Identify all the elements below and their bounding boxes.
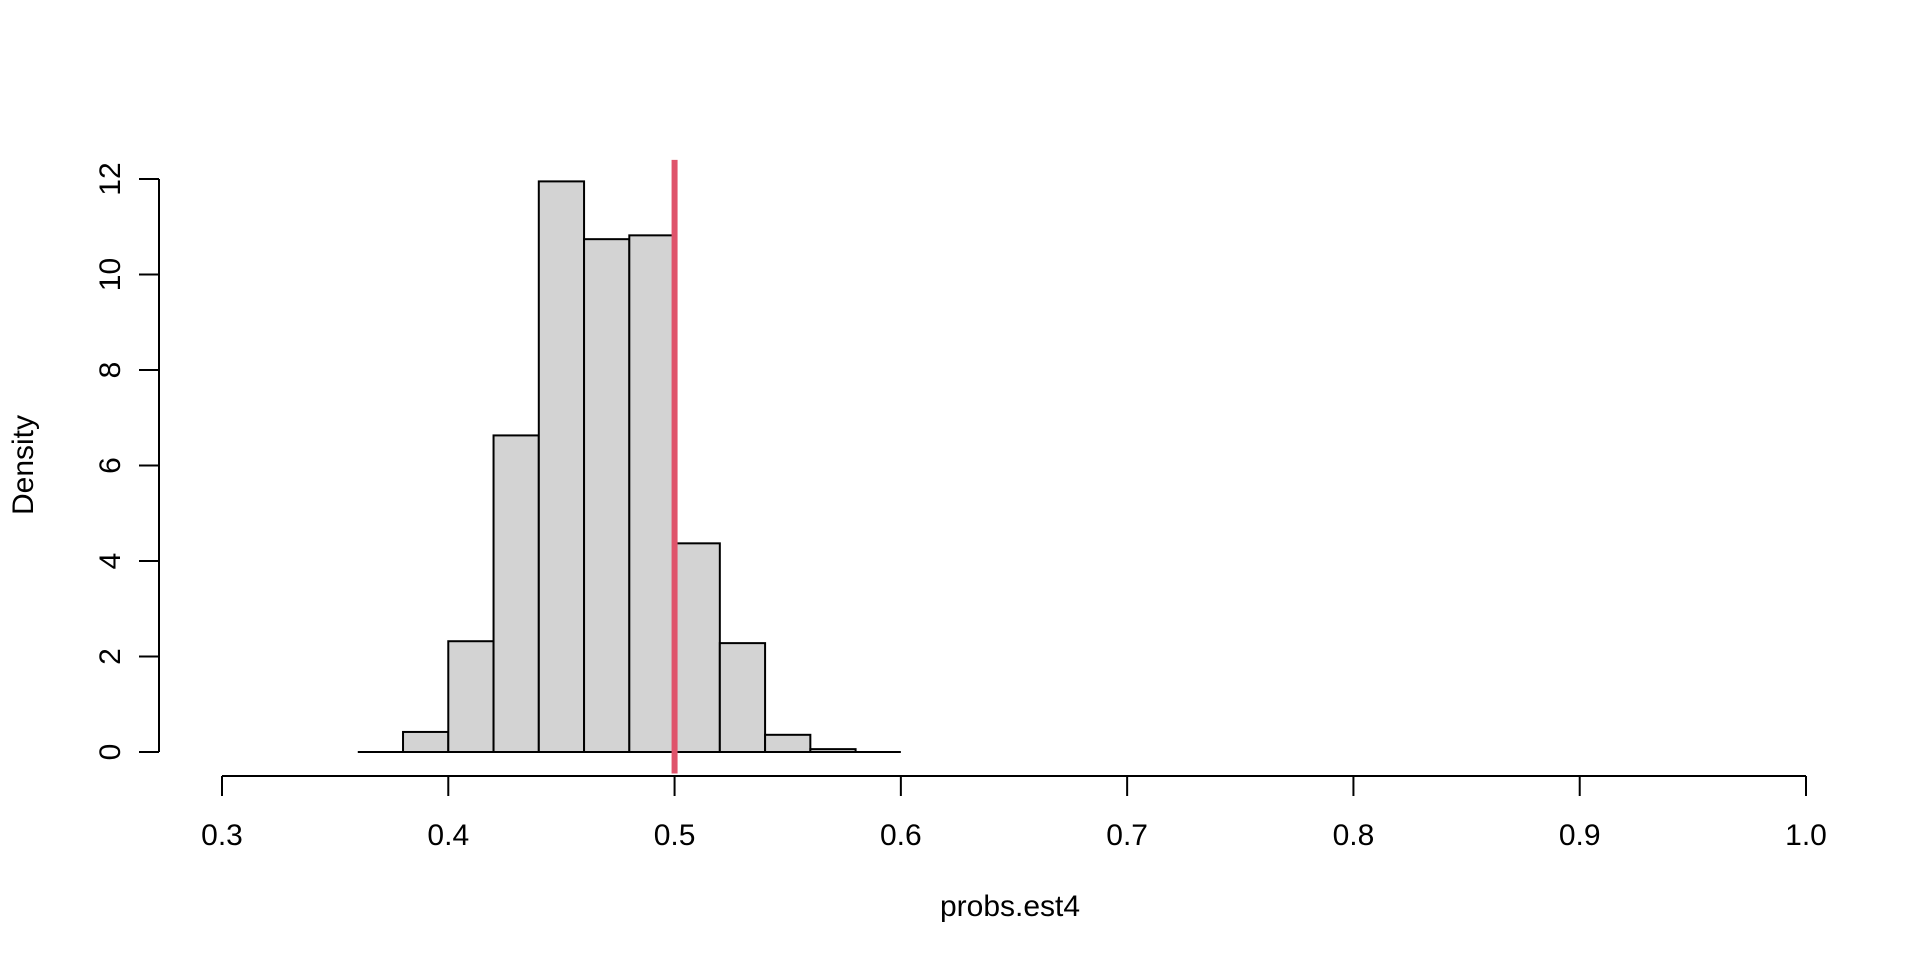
y-tick-label-4: 8 <box>94 362 127 379</box>
y-tick-label-2: 4 <box>94 553 127 570</box>
x-tick-label-0: 0.3 <box>201 819 243 852</box>
histogram-bar-2 <box>447 640 495 753</box>
x-tick-label-3: 0.6 <box>880 819 922 852</box>
histogram-bar-6 <box>628 234 676 754</box>
y-tick-label-6: 12 <box>94 162 127 195</box>
y-tick-label-0: 0 <box>94 744 127 761</box>
histogram-bar-4 <box>537 180 586 753</box>
x-tick-label-6: 0.9 <box>1559 819 1601 852</box>
histogram-bar-8 <box>718 642 767 754</box>
x-tick-label-2: 0.5 <box>654 819 696 852</box>
histogram-bar-3 <box>492 434 540 753</box>
x-axis: 0.3 0.4 0.5 0.6 0.7 0.8 0.9 1.0 <box>201 775 1827 852</box>
y-tick-label-5: 10 <box>94 258 127 291</box>
x-tick-label-4: 0.7 <box>1106 819 1148 852</box>
x-axis-label: probs.est4 <box>940 890 1080 923</box>
y-axis: 0 2 4 6 8 10 12 <box>94 162 160 761</box>
histogram-bar-5 <box>583 238 631 754</box>
histogram-bar-7 <box>673 542 721 754</box>
y-tick-label-1: 2 <box>94 648 127 665</box>
y-axis-label: Density <box>7 415 40 515</box>
x-tick-label-1: 0.4 <box>427 819 469 852</box>
histogram-bar-9 <box>764 733 812 753</box>
histogram-bars <box>357 180 901 754</box>
x-tick-label-7: 1.0 <box>1785 819 1827 852</box>
histogram-bar-10 <box>809 748 857 754</box>
x-tick-label-5: 0.8 <box>1333 819 1375 852</box>
y-tick-label-3: 6 <box>94 457 127 474</box>
histogram-bar-1 <box>402 730 450 754</box>
